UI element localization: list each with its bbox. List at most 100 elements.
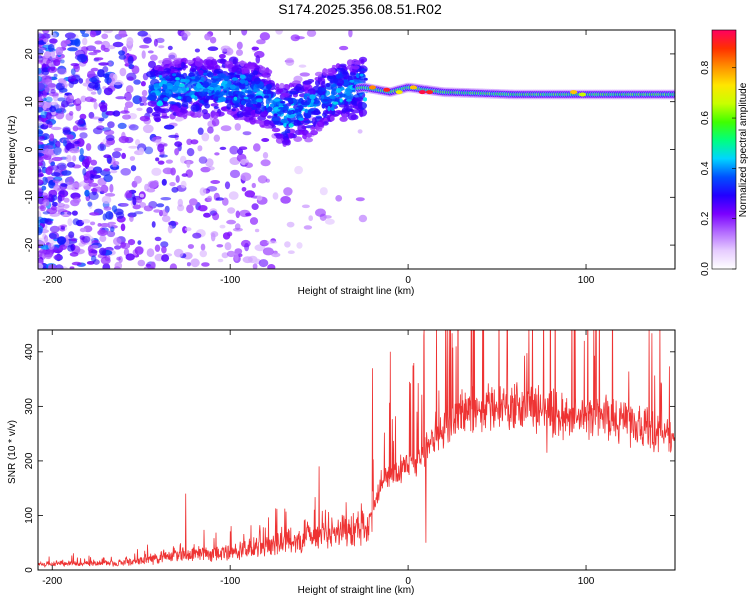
heatmap-cell [98, 247, 107, 256]
heatmap-cell [38, 173, 44, 178]
heatmap-cell [255, 55, 261, 64]
heatmap-cell [287, 97, 294, 103]
heatmap-cell [161, 254, 170, 262]
heatmap-cell [234, 123, 241, 131]
heatmap-cell [139, 44, 150, 49]
heatmap-cell [224, 242, 232, 251]
heatmap-cell [197, 145, 203, 152]
heatmap-cell [217, 73, 227, 79]
heatmap-cell [283, 187, 293, 196]
heatmap-cell [38, 227, 43, 236]
heatmap-cell [97, 69, 105, 78]
heatmap-cell [210, 180, 221, 184]
heatmap-cell [186, 204, 194, 214]
heatmap-cell [71, 210, 78, 216]
heatmap-cell [65, 154, 72, 163]
heatmap-cell [301, 204, 310, 209]
heatmap-cell [253, 77, 261, 85]
heatmap-cell [42, 90, 47, 98]
heatmap-cell [358, 214, 368, 223]
heatmap-cell [130, 165, 137, 172]
heatmap-cell [112, 79, 124, 86]
heatmap-cell [138, 147, 145, 155]
heatmap-cell [70, 238, 77, 242]
heatmap-cell [53, 59, 61, 66]
heatmap-cell [174, 148, 180, 156]
heatmap-cell [151, 167, 162, 176]
heatmap-cell [202, 82, 210, 88]
heatmap-cell [267, 264, 276, 269]
heatmap-cell [259, 66, 266, 74]
heatmap-cell [175, 175, 180, 183]
heatmap-cell [192, 232, 202, 239]
heatmap-cell [675, 90, 682, 100]
heatmap-cell [67, 244, 75, 252]
heatmap-cell [241, 187, 247, 192]
heatmap-cell [69, 266, 75, 269]
heatmap-cell [303, 120, 313, 124]
heatmap-cell [142, 124, 154, 134]
heatmap-cell [314, 71, 324, 77]
heatmap-cell [322, 68, 328, 76]
heatmap-cell [168, 101, 176, 105]
heatmap-cell [101, 195, 112, 204]
heatmap-cell [103, 30, 114, 34]
heatmap-cell [220, 125, 232, 132]
heatmap-cell [141, 50, 146, 59]
heatmap-cell [201, 262, 210, 267]
heatmap-cell [47, 44, 55, 52]
heatmap-cell [247, 90, 253, 94]
heatmap-cell [200, 243, 206, 251]
heatmap-cell [38, 120, 43, 126]
heatmap-cell [129, 156, 136, 161]
heatmap-cell [60, 211, 65, 215]
heatmap-cell [163, 124, 175, 130]
heatmap-cell [179, 75, 183, 78]
heatmap-cell [325, 218, 335, 225]
heatmap-cell [304, 87, 309, 94]
heatmap-cell [120, 223, 126, 232]
heatmap-cell [235, 67, 242, 75]
heatmap-cell [194, 75, 200, 82]
heatmap-cell [315, 79, 321, 87]
heatmap-cell [188, 72, 196, 78]
heatmap-cell [53, 254, 63, 260]
heatmap-cell [134, 211, 144, 215]
heatmap-cell [171, 93, 177, 98]
heatmap-cell [227, 72, 235, 76]
heatmap-cell [137, 259, 146, 267]
heatmap-cell [249, 100, 257, 105]
heatmap-cell [251, 46, 259, 51]
heatmap-cell [178, 87, 188, 94]
heatmap-cell [57, 187, 66, 191]
heatmap-cell [45, 96, 53, 103]
heatmap-cell [38, 128, 44, 137]
heatmap-cell [49, 38, 58, 44]
heatmap-cell [53, 146, 62, 156]
heatmap-cell [279, 82, 285, 90]
heatmap-cell [226, 250, 236, 258]
colorbar-gradient [711, 29, 737, 270]
heatmap-cell [69, 148, 80, 154]
snr-y-label: SNR (10 * v/v) [7, 420, 18, 484]
heatmap-cell [238, 146, 248, 150]
heatmap-cell [331, 64, 337, 68]
heatmap-cell [275, 133, 284, 139]
heatmap-cell [154, 236, 162, 242]
heatmap-cell [226, 97, 232, 100]
heatmap-cell [229, 169, 241, 179]
heatmap-cell [186, 96, 193, 103]
colorbar-label: Normalized spectral amplitude [738, 82, 749, 217]
heatmap-cell [294, 165, 303, 175]
heatmap-cell [191, 76, 196, 80]
heatmap-cell [185, 169, 193, 178]
heatmap-cell [234, 248, 243, 255]
heatmap-cell [146, 95, 155, 101]
heatmap-cell [113, 237, 122, 246]
heatmap-cell [67, 75, 77, 82]
heatmap-cell [222, 232, 231, 240]
heatmap-cell [236, 41, 243, 50]
heatmap-cell [235, 91, 244, 95]
heatmap-cell [426, 90, 433, 95]
heatmap-cell [126, 37, 134, 46]
